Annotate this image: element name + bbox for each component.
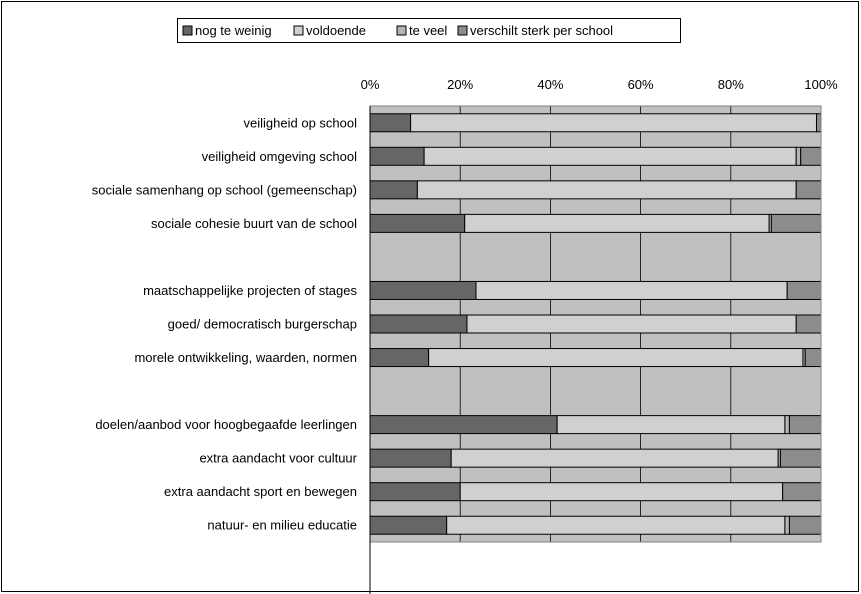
category-label: extra aandacht voor cultuur [199,451,357,466]
category-label: doelen/aanbod voor hoogbegaafde leerling… [95,417,357,432]
x-tick-label: 60% [628,77,654,92]
legend-swatch [457,25,468,36]
category-label: extra aandacht sport en bewegen [164,484,357,499]
bar-segment [369,314,468,334]
bar-segment [369,482,461,502]
category-label: maatschappelijke projecten of stages [143,283,357,298]
category-label: morele ontwikkeling, waarden, normen [134,350,357,365]
bar-segment [410,113,817,133]
bar-segment [416,180,797,200]
bar-segment [428,348,804,368]
x-tick-label: 20% [447,77,473,92]
bar-segment [369,146,425,166]
bar-series [369,113,822,535]
legend-label: nog te weinig [195,23,272,38]
bar-segment [369,280,477,300]
bar-segment [795,180,822,200]
category-label: sociale cohesie buurt van de school [151,216,357,231]
legend-label: te veel [409,23,447,38]
bar-segment [464,213,770,233]
category-label: veiligheid omgeving school [202,149,357,164]
bar-segment [369,448,452,468]
legend-label: voldoende [306,23,366,38]
legend-swatch [182,25,193,36]
bar-segment [779,448,822,468]
bar-segment [369,348,430,368]
bar-segment [459,482,784,502]
category-label: veiligheid op school [244,115,358,130]
bar-segment [788,515,822,535]
bar-segment [369,213,466,233]
bar-segment [795,146,802,166]
x-tick-label: 40% [537,77,563,92]
x-tick-label: 80% [718,77,744,92]
bar-segment [782,482,822,502]
category-label: natuur- en milieu educatie [207,518,357,533]
legend: nog te weinig voldoende te veel verschilt s… [177,18,681,43]
bar-segment [556,415,786,435]
bar-segment [446,515,786,535]
bar-segment [369,180,418,200]
legend-swatch [293,25,304,36]
bar-segment [450,448,779,468]
bar-segment [795,314,822,334]
bar-segment [466,314,797,334]
category-labels: veiligheid op school veiligheid omgeving … [92,115,358,532]
bar-segment [800,146,822,166]
bar-segment [369,515,448,535]
x-tick-label: 100% [804,77,838,92]
bar-segment [369,415,558,435]
x-axis-ticks: 0% 20% 40% 60% 80% 100% [361,77,838,92]
bar-segment [786,280,822,300]
x-tick-label: 0% [361,77,380,92]
category-label: sociale samenhang op school (gemeenschap… [92,182,357,197]
bar-segment [804,348,822,368]
legend-swatch [396,25,407,36]
category-label: goed/ democratisch burgerschap [168,317,357,332]
legend-box [177,18,681,43]
bar-segment [475,280,788,300]
bar-segment [815,113,822,133]
bar-segment [788,415,822,435]
bar-segment [423,146,797,166]
bar-segment [770,213,822,233]
bar-segment [784,515,790,535]
bar-segment [369,113,412,133]
bar-segment [784,415,790,435]
legend-label: verschilt sterk per school [470,23,613,38]
